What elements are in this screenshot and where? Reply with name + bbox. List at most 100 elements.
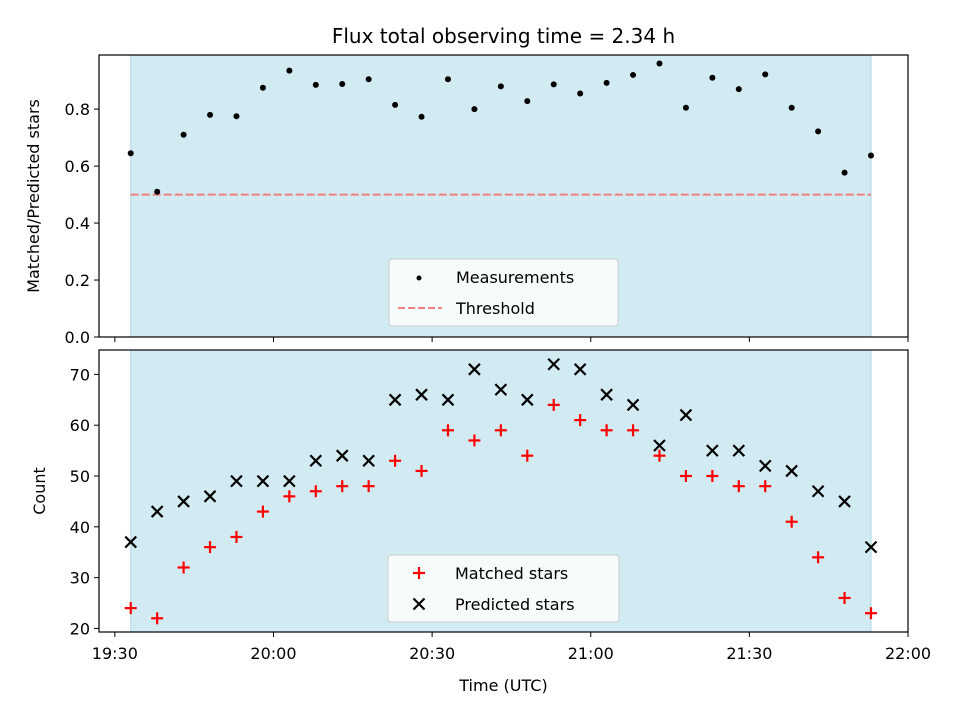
matched-star-point <box>759 480 772 493</box>
predicted-star-point <box>335 449 349 462</box>
predicted-star-point <box>679 408 693 422</box>
matched-star-point <box>494 424 507 437</box>
matched-star-point <box>679 470 692 483</box>
matched-star-point <box>336 480 349 493</box>
ratio-y-tick-label: 0.4 <box>65 214 90 233</box>
cross-stroke-b <box>388 393 402 407</box>
predicted-star-point <box>521 393 534 407</box>
matched-star-point <box>415 464 428 477</box>
cross-stroke-b <box>203 490 217 503</box>
cross-stroke-b <box>256 474 270 488</box>
count-y-tick-label: 50 <box>70 467 90 486</box>
predicted-star-point <box>732 444 746 457</box>
predicted-star-point <box>864 540 878 554</box>
cross-stroke-b <box>732 444 746 457</box>
matched-star-point <box>441 424 454 437</box>
measurement-point <box>418 113 425 120</box>
measurement-point <box>630 71 637 78</box>
ratio-legend: Measurements Threshold <box>388 258 619 327</box>
predicted-star-point <box>600 388 613 401</box>
matched-star-point <box>785 515 798 528</box>
predicted-star-point <box>203 490 217 503</box>
count-axes-frame <box>98 349 909 633</box>
ratio-y-tick-label: 0.6 <box>65 157 90 176</box>
predicted-star-point <box>124 535 138 549</box>
cross-stroke-b <box>864 540 878 554</box>
matched-star-point <box>627 424 640 437</box>
count-y-tick-label: 30 <box>70 569 90 588</box>
predicted-star-point <box>758 459 772 473</box>
matched-star-point <box>230 530 243 543</box>
measurement-point <box>788 104 795 111</box>
measurement-point <box>444 76 451 83</box>
measurement-point <box>312 81 319 88</box>
measurement-point <box>735 86 742 93</box>
measurement-point <box>497 83 504 90</box>
legend-predicted-marker <box>412 597 426 611</box>
legend-predicted-label: Predicted stars <box>455 595 575 614</box>
chart-title: Flux total observing time = 2.34 h <box>332 24 675 48</box>
predicted-star-point <box>573 363 587 376</box>
count-y-tick-label: 40 <box>70 518 90 537</box>
predicted-star-point <box>838 495 851 508</box>
measurement-point <box>577 90 584 97</box>
cross-stroke-b <box>335 449 349 462</box>
time-x-tick-label: 22:00 <box>885 644 931 663</box>
matched-star-point <box>653 449 666 462</box>
cross-stroke-b <box>468 363 481 376</box>
predicted-star-point <box>653 439 666 452</box>
measurement-point <box>365 76 372 83</box>
count-legend-box <box>387 554 620 623</box>
measurement-point <box>259 84 266 91</box>
cross-stroke-b <box>811 484 825 498</box>
measurement-point <box>207 111 214 118</box>
predicted-star-point <box>230 474 243 488</box>
cross-stroke-b <box>309 454 323 468</box>
matched-star-point <box>600 424 613 437</box>
cross-stroke-b <box>150 505 164 518</box>
cross-stroke-b <box>177 495 190 508</box>
count-y-tick-label: 70 <box>70 365 90 384</box>
measurement-point <box>524 98 531 105</box>
matched-star-point <box>124 602 137 615</box>
cross-stroke-b <box>573 363 587 376</box>
ratio-y-tick-label: 0.0 <box>65 328 90 347</box>
measurement-point <box>180 131 187 138</box>
predicted-star-point <box>441 393 455 407</box>
legend-matched-label: Matched stars <box>455 564 568 583</box>
ratio-axes-frame <box>98 54 909 338</box>
cross-stroke-b <box>838 495 851 508</box>
cross-stroke-b <box>415 388 428 401</box>
predicted-star-point <box>388 393 402 407</box>
matched-star-point <box>256 505 269 518</box>
measurement-point <box>841 169 848 176</box>
predicted-star-point <box>547 357 561 371</box>
time-x-tick-label: 20:30 <box>409 644 455 663</box>
ratio-y-tick-label: 0.8 <box>65 100 90 119</box>
ratio-legend-box <box>388 258 619 327</box>
measurement-point <box>154 188 161 195</box>
matched-star-point <box>309 485 322 498</box>
ratio-y-axis-label: Matched/Predicted stars <box>24 99 43 293</box>
matched-star-point <box>204 541 217 554</box>
measurement-point <box>127 150 134 157</box>
cross-stroke-b <box>283 474 296 488</box>
measurement-point <box>392 101 399 108</box>
cross-stroke-b <box>494 383 508 396</box>
measurement-point <box>762 71 769 78</box>
cross-stroke-b <box>626 398 640 412</box>
count-y-tick-label: 20 <box>70 619 90 638</box>
measurement-point <box>815 128 822 135</box>
predicted-star-point <box>811 484 825 498</box>
cross-stroke-b <box>600 388 613 401</box>
ratio-y-tick-label: 0.2 <box>65 271 90 290</box>
matched-star-point <box>389 454 402 467</box>
cross-stroke-b <box>653 439 666 452</box>
matched-star-point <box>574 414 587 427</box>
predicted-star-point <box>785 464 798 478</box>
matched-star-point <box>151 612 164 625</box>
matched-star-point <box>732 480 745 493</box>
matched-star-point <box>838 591 851 604</box>
predicted-star-point <box>177 495 190 508</box>
